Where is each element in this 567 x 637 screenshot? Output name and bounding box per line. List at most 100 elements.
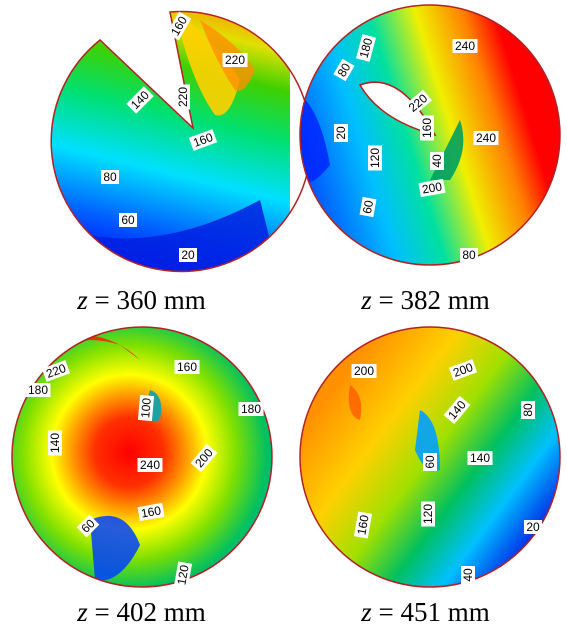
contour-label-box — [359, 196, 377, 218]
contour-label-box — [137, 502, 165, 522]
caption-402: z = 402 mm — [0, 597, 283, 628]
contour-label-p1-4: 160 — [188, 129, 218, 151]
caption-value: 382 mm — [400, 285, 490, 315]
contour-label-box — [521, 401, 535, 419]
contour-label-p2-7: 120 — [368, 145, 382, 171]
contour-label-p4-0: 200 — [351, 364, 377, 378]
contour-label-p3-1: 160 — [174, 360, 200, 374]
contour-label-box — [423, 453, 437, 471]
contour-label-p3-5: 140 — [48, 430, 62, 456]
contour-label-p2-10: 60 — [359, 196, 377, 218]
contour-label-text: 160 — [140, 503, 162, 520]
contour-label-box — [173, 561, 193, 589]
contour-label-box — [448, 359, 478, 381]
contour-label-box — [430, 152, 444, 170]
contour-label-p1-1: 220 — [222, 53, 248, 67]
caption-value: 402 mm — [116, 597, 206, 627]
caption-equals: = — [371, 597, 401, 627]
contour-label-box — [137, 458, 163, 472]
contour-label-text: 160 — [177, 360, 197, 374]
contour-label-p4-4: 140 — [467, 451, 493, 465]
contour-label-text: 180 — [28, 383, 48, 397]
caption-360: z = 360 mm — [0, 285, 283, 316]
contour-label-p1-6: 60 — [119, 213, 137, 227]
contour-label-p1-3: 220 — [176, 84, 190, 110]
contour-label-box — [48, 430, 62, 456]
contour-label-text: 20 — [526, 520, 540, 534]
contour-label-box — [179, 248, 197, 262]
contour-label-box — [41, 360, 71, 382]
contour-label-text: 200 — [451, 360, 475, 380]
contour-label-p2-6: 240 — [473, 131, 499, 145]
contour-label-text: 40 — [461, 568, 475, 582]
contour-label-p1-5: 80 — [101, 170, 119, 184]
contour-label-box — [188, 129, 218, 151]
contour-label-box — [403, 89, 433, 117]
contour-label-box — [356, 34, 376, 62]
contour-label-p4-7: 120 — [421, 501, 435, 527]
contour-label-box — [351, 364, 377, 378]
contour-label-p2-4: 20 — [334, 124, 348, 142]
contour-label-text: 60 — [423, 455, 437, 469]
caption-variable: z — [77, 285, 88, 315]
contour-label-text: 100 — [138, 397, 154, 418]
contour-plot-360 — [50, 10, 312, 273]
contour-label-text: 140 — [470, 451, 490, 465]
contour-label-text: 120 — [421, 504, 435, 524]
contour-label-p2-8: 40 — [430, 152, 444, 170]
contour-label-text: 220 — [225, 53, 245, 67]
contour-label-box — [418, 178, 446, 198]
contour-label-box — [166, 11, 192, 41]
contour-label-text: 220 — [176, 87, 190, 107]
contour-label-text: 120 — [368, 148, 382, 168]
contour-label-text: 160 — [191, 130, 215, 150]
contour-label-text: 40 — [430, 154, 444, 168]
contour-label-box — [176, 84, 190, 110]
contour-label-text: 200 — [354, 364, 374, 378]
contour-label-p2-2: 240 — [452, 39, 478, 53]
contour-label-box — [333, 58, 355, 82]
caption-value: 451 mm — [400, 597, 490, 627]
contour-label-box — [452, 39, 478, 53]
contour-label-box — [222, 53, 248, 67]
contour-label-p3-6: 240 — [137, 458, 163, 472]
contour-label-box — [334, 124, 348, 142]
contour-label-p3-10: 120 — [173, 561, 193, 589]
contour-label-box — [174, 360, 200, 374]
contour-label-p2-1: 80 — [333, 58, 355, 82]
contour-label-box — [101, 170, 119, 184]
contour-label-box — [443, 395, 471, 425]
caption-value: 360 mm — [116, 285, 206, 315]
contour-label-p3-4: 180 — [238, 402, 264, 416]
caption-451: z = 451 mm — [284, 597, 567, 628]
contour-label-text: 80 — [521, 403, 535, 417]
contour-label-box — [126, 86, 154, 114]
contour-label-text: 80 — [103, 170, 117, 184]
caption-variable: z — [77, 597, 88, 627]
contour-label-p1-7: 20 — [179, 248, 197, 262]
contour-label-text: 240 — [140, 458, 160, 472]
contour-label-p4-6: 160 — [353, 511, 373, 539]
caption-equals: = — [371, 285, 401, 315]
contour-label-p3-9: 60 — [76, 514, 100, 538]
contour-label-p3-3: 100 — [137, 394, 155, 422]
contour-label-p3-2: 180 — [25, 383, 51, 397]
contour-label-p2-5: 160 — [420, 115, 434, 141]
contour-label-text: 240 — [455, 39, 475, 53]
contour-label-box — [190, 443, 218, 473]
contour-label-text: 160 — [354, 514, 371, 536]
contour-label-text: 20 — [181, 248, 195, 262]
contour-label-box — [353, 511, 373, 539]
contour-label-p2-9: 200 — [418, 178, 446, 198]
caption-variable: z — [361, 285, 372, 315]
contour-label-p2-0: 180 — [356, 34, 376, 62]
caption-equals: = — [87, 597, 117, 627]
contour-label-text: 140 — [48, 433, 62, 453]
caption-equals: = — [87, 285, 117, 315]
contour-label-box — [368, 145, 382, 171]
contour-label-p3-0: 220 — [41, 360, 71, 382]
contour-label-text: 120 — [174, 564, 191, 586]
contour-label-box — [460, 248, 478, 262]
contour-label-text: 80 — [335, 60, 354, 79]
